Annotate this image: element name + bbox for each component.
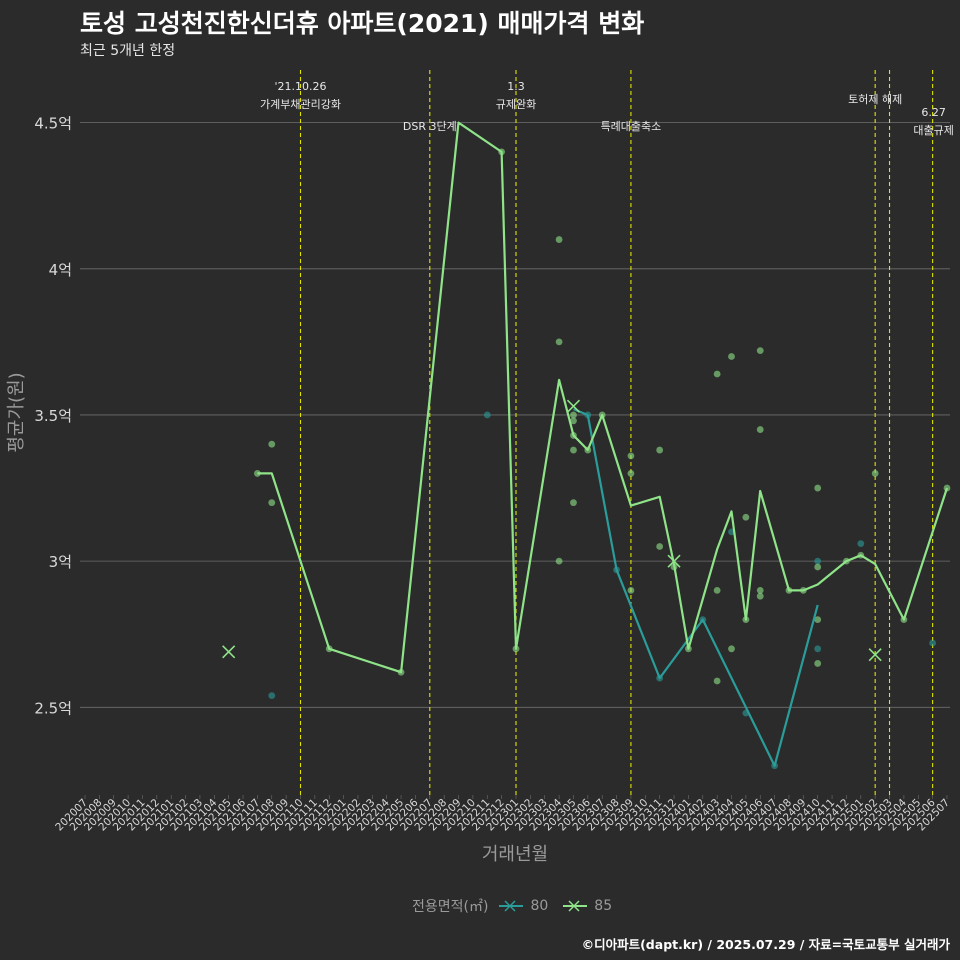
point-85	[814, 616, 822, 623]
point-85	[555, 557, 563, 565]
source-caption: ©디아파트(dapt.kr) / 2025.07.29 / 자료=국토교통부 실…	[581, 937, 950, 952]
cross-marker-85	[868, 648, 882, 662]
point-85	[728, 645, 735, 653]
chart-subtitle: 최근 5개년 한정	[80, 43, 176, 59]
point-85	[555, 338, 563, 346]
event-label: 토허제 해제	[848, 92, 902, 106]
point-85	[627, 470, 635, 477]
point-85	[814, 484, 822, 492]
point-85	[756, 347, 764, 355]
point-85	[871, 470, 879, 477]
event-label: '21.10.26	[274, 80, 326, 93]
point-80	[929, 639, 937, 647]
legend-item-85: 85	[562, 898, 612, 914]
legend-key-85-icon	[563, 900, 588, 912]
line-series-85	[257, 121, 949, 674]
point-85	[570, 446, 577, 454]
point-80	[857, 540, 865, 547]
legend-item-80: 80	[498, 898, 548, 914]
point-85	[814, 660, 822, 667]
point-85	[713, 370, 721, 378]
point-85	[570, 417, 577, 425]
point-85	[742, 513, 750, 521]
chart-title: 토성 고성천진한신더휴 아파트(2021) 매매가격 변화	[80, 9, 645, 38]
point-80	[814, 557, 822, 565]
event-label: 1.3	[507, 80, 525, 93]
legend-key-80-icon	[499, 900, 524, 912]
event-label: DSR 3단계	[403, 120, 457, 133]
point-85	[656, 543, 664, 550]
point-85	[656, 446, 664, 454]
event-label: 대출규제	[913, 124, 953, 137]
point-80	[814, 645, 822, 653]
event-label: 가계부채관리강화	[260, 98, 341, 111]
event-label: 규제완화	[496, 98, 536, 111]
legend-label-80: 80	[530, 898, 549, 914]
point-85	[627, 586, 635, 594]
point-85	[728, 353, 735, 360]
legend: 전용면적(㎡) 80 85	[412, 896, 626, 916]
cross-marker-85	[566, 399, 581, 413]
legend-label-85: 85	[594, 898, 613, 914]
cross-marker-85	[222, 645, 236, 659]
point-85	[713, 586, 721, 594]
event-label: 특례대출축소	[601, 120, 662, 133]
legend-title: 전용면적(㎡)	[412, 899, 489, 915]
point-85	[814, 563, 822, 571]
cross-marker-85	[667, 554, 681, 568]
y-axis-title: 평균가(원)	[6, 372, 27, 452]
point-85	[756, 426, 764, 433]
point-85	[756, 586, 764, 594]
event-label: 6.27	[921, 106, 946, 119]
line-series-80	[573, 408, 819, 767]
point-85	[570, 499, 577, 507]
y-tick-label: 2.5억	[34, 699, 72, 717]
point-80	[483, 411, 491, 419]
y-tick-label: 3.5억	[34, 407, 72, 425]
x-axis-title: 거래년월	[482, 844, 548, 865]
point-80	[268, 692, 276, 700]
point-85	[627, 452, 635, 460]
point-85	[555, 236, 563, 243]
point-85	[268, 440, 276, 448]
point-85	[570, 411, 577, 419]
y-tick-label: 4억	[49, 261, 72, 279]
y-tick-label: 3억	[49, 553, 72, 571]
y-tick-label: 4.5억	[34, 115, 72, 133]
point-85	[756, 592, 764, 600]
point-85	[268, 499, 276, 507]
point-85	[713, 677, 721, 685]
